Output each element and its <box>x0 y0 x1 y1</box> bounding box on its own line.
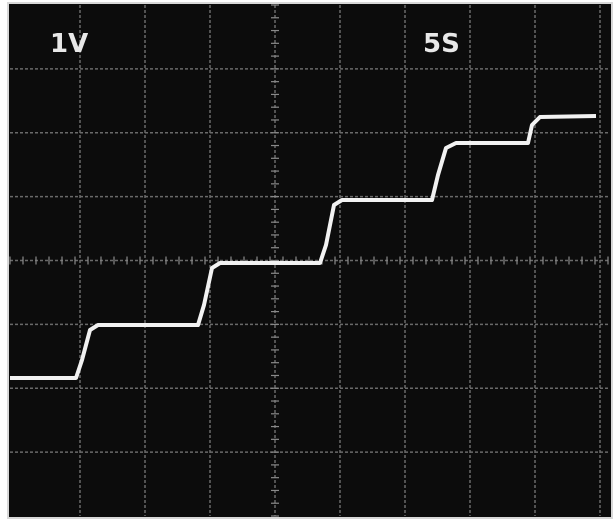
oscilloscope: 1V 5S <box>0 0 616 522</box>
time-label: 5S <box>423 29 460 59</box>
volts-label: 1V <box>50 29 88 59</box>
